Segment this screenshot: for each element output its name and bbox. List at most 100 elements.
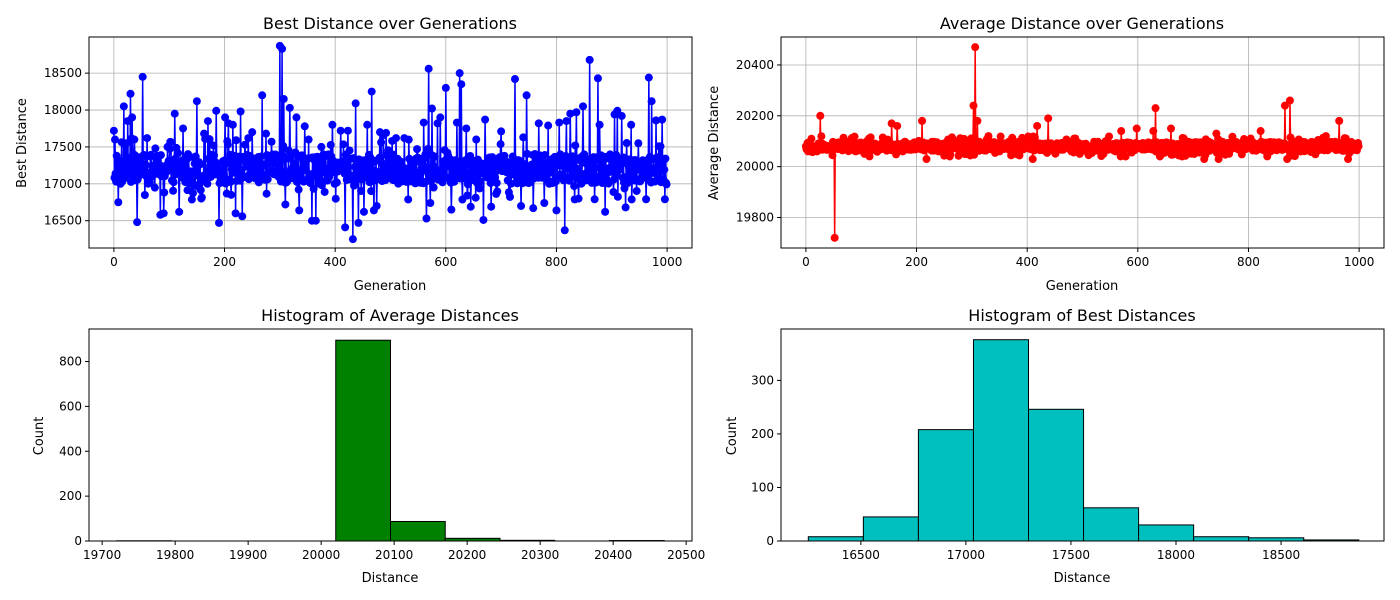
data-point: [126, 89, 135, 98]
data-point: [231, 209, 240, 218]
x-tick-label: 19700: [83, 548, 121, 562]
data-point: [973, 116, 982, 125]
data-point: [392, 134, 401, 143]
histogram-bar: [972, 339, 1030, 541]
data-point: [372, 201, 381, 210]
data-point: [866, 133, 875, 142]
data-point: [585, 55, 594, 64]
data-point: [138, 72, 147, 81]
y-axis-label: Average Distance: [707, 86, 722, 200]
data-point: [652, 116, 661, 125]
x-tick-label: 17000: [947, 548, 985, 562]
data-point: [534, 119, 543, 128]
x-tick-label: 20500: [667, 548, 705, 562]
y-tick-label: 200: [751, 427, 774, 441]
data-point: [232, 136, 241, 145]
data-point: [262, 189, 271, 198]
data-point: [593, 74, 602, 83]
data-point: [210, 151, 219, 160]
data-point: [621, 203, 630, 212]
y-axis-label: Count: [32, 417, 47, 456]
data-point: [281, 200, 290, 209]
data-point: [140, 191, 149, 199]
plot-frame: [780, 328, 1385, 542]
data-point: [447, 205, 456, 214]
data-point: [309, 184, 318, 193]
data-point: [341, 223, 350, 232]
data-layer: [807, 339, 1360, 541]
data-point: [404, 135, 413, 144]
data-point: [294, 185, 303, 194]
histogram-bar: [1248, 537, 1305, 541]
data-point: [320, 187, 329, 196]
data-point: [479, 215, 488, 224]
data-point: [234, 158, 243, 167]
data-point: [130, 135, 139, 144]
x-tick-label: 0: [802, 255, 810, 269]
data-point: [969, 101, 978, 110]
data-point: [627, 195, 636, 204]
data-point: [196, 186, 205, 195]
data-point: [591, 163, 600, 172]
x-tick-label: 200: [213, 255, 236, 269]
y-tick-label: 100: [751, 480, 774, 494]
data-point: [236, 107, 245, 116]
data-point: [223, 140, 232, 149]
data-point: [510, 75, 519, 84]
data-point: [595, 120, 604, 129]
y-axis-label: Count: [725, 417, 740, 456]
data-point: [1015, 151, 1024, 160]
data-point: [519, 133, 528, 142]
data-point: [505, 192, 514, 201]
data-point: [169, 186, 178, 195]
data-point: [156, 151, 165, 160]
data-point: [187, 195, 196, 204]
data-point: [463, 180, 472, 189]
data-point: [481, 115, 490, 124]
data-point: [634, 139, 643, 148]
data-point: [159, 209, 168, 218]
y-tick-label: 600: [59, 399, 82, 413]
data-point: [441, 83, 450, 92]
data-point: [1121, 152, 1130, 161]
data-point: [155, 161, 164, 170]
data-point: [332, 178, 341, 187]
histogram-bar: [917, 429, 974, 541]
data-point: [452, 118, 461, 127]
data-point: [632, 186, 641, 195]
data-point: [1335, 116, 1344, 125]
x-tick-label: 20100: [375, 548, 413, 562]
data-point: [1354, 142, 1363, 151]
data-point: [151, 144, 160, 153]
data-point: [290, 160, 299, 169]
best-distance-panel: Best Distance over Generations Generatio…: [15, 14, 693, 294]
data-point: [918, 116, 927, 125]
y-tick-label: 20000: [736, 160, 774, 174]
data-point: [584, 167, 592, 176]
data-point: [540, 151, 549, 160]
average-histogram-panel: Histogram of Average Distances Distance …: [32, 306, 705, 586]
data-point: [278, 44, 287, 53]
x-tick-label: 600: [1126, 255, 1149, 269]
data-point: [571, 141, 580, 150]
data-point: [427, 104, 436, 113]
chart-title: Best Distance over Generations: [263, 14, 517, 33]
data-point: [662, 180, 671, 189]
data-point: [344, 162, 353, 171]
x-tick-label: 400: [324, 255, 347, 269]
data-point: [228, 120, 237, 129]
data-point: [133, 218, 142, 227]
data-point: [114, 198, 123, 207]
data-point: [522, 91, 531, 100]
data-point: [893, 121, 902, 130]
x-tick-label: 17500: [1052, 548, 1090, 562]
data-point: [426, 199, 435, 207]
data-point: [125, 161, 134, 170]
histogram-bar: [807, 536, 864, 541]
histogram-bar: [1138, 524, 1195, 541]
data-point: [203, 179, 212, 188]
data-point: [379, 160, 388, 169]
data-point: [150, 183, 159, 192]
data-point: [345, 146, 354, 155]
data-point: [946, 150, 955, 159]
